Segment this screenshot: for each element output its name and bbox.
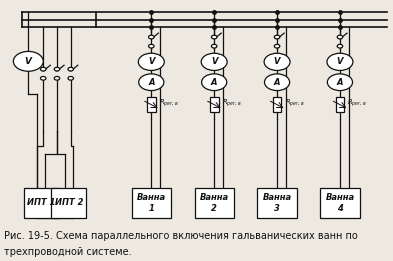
Circle shape [54,76,60,80]
Text: $R_{рег,в}$: $R_{рег,в}$ [222,98,241,109]
Text: A: A [211,78,217,87]
Bar [51,188,86,218]
Circle shape [202,74,227,91]
Bar [257,188,297,218]
Circle shape [274,44,280,48]
Circle shape [40,67,46,71]
Text: ИПТ 2: ИПТ 2 [55,198,83,207]
Text: Ванна
1: Ванна 1 [137,193,166,213]
Text: V: V [274,57,280,66]
Bar [320,188,360,218]
Circle shape [264,74,290,91]
Circle shape [139,74,164,91]
Circle shape [138,53,164,70]
Bar [24,188,59,218]
Circle shape [149,44,154,48]
Circle shape [201,53,227,70]
Bar [273,97,281,112]
Circle shape [337,35,343,39]
Bar [132,188,171,218]
Circle shape [327,53,353,70]
Text: Ванна
3: Ванна 3 [263,193,292,213]
Circle shape [337,44,343,48]
Text: $R_{рег,в}$: $R_{рег,в}$ [159,98,178,109]
Text: Рис. 19-5. Схема параллельного включения гальванических ванн по: Рис. 19-5. Схема параллельного включения… [4,231,358,241]
Circle shape [211,44,217,48]
Bar [195,188,234,218]
Circle shape [149,35,154,39]
Bar [147,97,156,112]
Circle shape [327,74,353,91]
Text: V: V [25,57,32,66]
Circle shape [54,67,60,71]
Text: V: V [148,57,154,66]
Circle shape [274,35,280,39]
Text: трехпроводной системе.: трехпроводной системе. [4,247,132,257]
Circle shape [40,76,46,80]
Text: A: A [274,78,280,87]
Text: V: V [337,57,343,66]
Text: $R_{рег,в}$: $R_{рег,в}$ [347,98,367,109]
Circle shape [68,67,73,71]
Circle shape [264,53,290,70]
Circle shape [211,35,217,39]
Text: A: A [337,78,343,87]
Text: Ванна
2: Ванна 2 [200,193,229,213]
Circle shape [68,76,73,80]
Circle shape [13,51,43,71]
Text: ИПТ 1: ИПТ 1 [27,198,55,207]
Bar [336,97,344,112]
Text: Ванна
4: Ванна 4 [325,193,354,213]
Text: $R_{рег,в}$: $R_{рег,в}$ [285,98,304,109]
Bar [210,97,219,112]
Text: V: V [211,57,217,66]
Text: A: A [148,78,154,87]
